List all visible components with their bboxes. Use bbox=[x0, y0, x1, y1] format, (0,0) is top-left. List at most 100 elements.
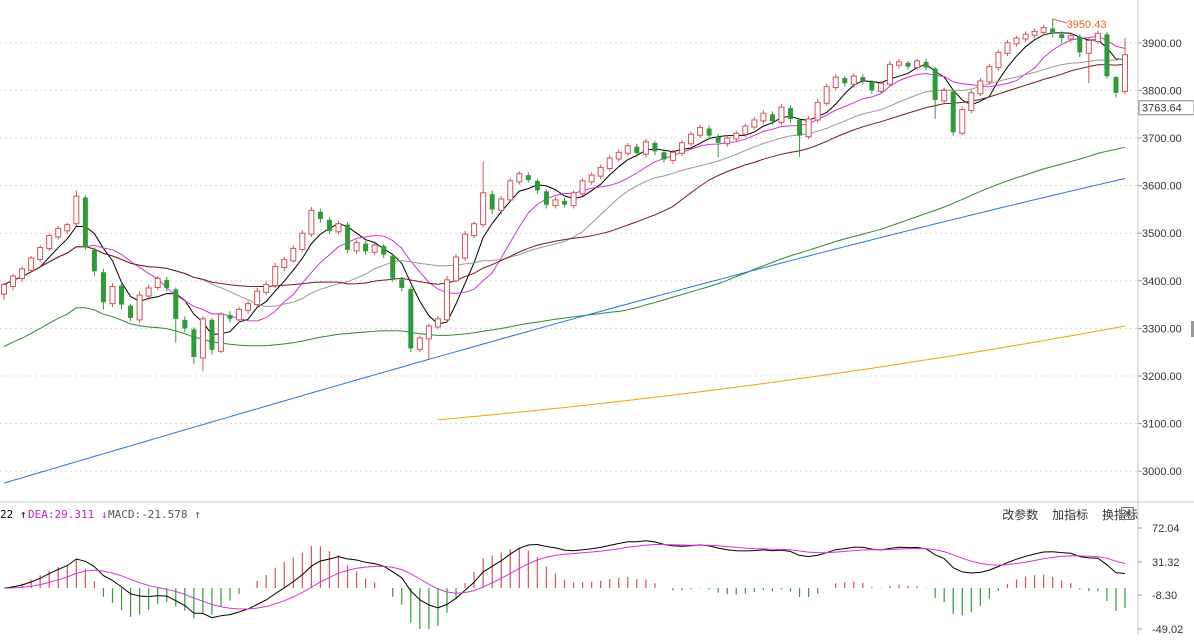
candle-body-down bbox=[543, 191, 549, 205]
candle-body-down bbox=[634, 146, 640, 154]
candle-body-up bbox=[1031, 30, 1038, 36]
candle-body-up bbox=[895, 61, 902, 66]
candle bbox=[525, 172, 531, 183]
indicator-toolbar: 改参数 加指标 换指标 bbox=[992, 506, 1138, 524]
candle-body-down bbox=[652, 142, 658, 152]
candle-body-up bbox=[1085, 39, 1092, 54]
price-tick-label: 3800.00 bbox=[1142, 85, 1182, 97]
macd-tick-label: 31.32 bbox=[1152, 557, 1180, 569]
candle bbox=[236, 306, 243, 323]
price-tick-label: 3200.00 bbox=[1142, 371, 1182, 383]
candle-body-up bbox=[615, 151, 622, 160]
candle bbox=[923, 59, 929, 71]
candle-body-up bbox=[64, 224, 71, 232]
candle-body-up bbox=[724, 137, 731, 145]
candle bbox=[10, 273, 17, 291]
candle-body-up bbox=[588, 174, 595, 183]
candle-body-down bbox=[769, 114, 775, 122]
candle-body-up bbox=[416, 337, 423, 350]
ma60-line bbox=[3, 146, 1126, 347]
candle bbox=[345, 222, 351, 254]
candle bbox=[263, 281, 270, 296]
candle-body-up bbox=[308, 209, 315, 235]
candle bbox=[932, 66, 938, 119]
candle-body-up bbox=[245, 303, 252, 311]
candle-body-up bbox=[579, 180, 586, 195]
candle bbox=[317, 208, 323, 223]
add-indicator-button[interactable]: 加指标 bbox=[1052, 508, 1089, 522]
price-tick-label: 3000.00 bbox=[1142, 466, 1182, 478]
candle-body-up bbox=[236, 308, 243, 321]
candle bbox=[905, 60, 911, 70]
candle-body-down bbox=[534, 180, 540, 191]
candle-body-up bbox=[552, 199, 559, 207]
candle bbox=[950, 89, 956, 136]
candle-body-down bbox=[119, 285, 125, 305]
candle bbox=[173, 287, 179, 343]
candle bbox=[434, 316, 441, 330]
high-label: 3950.43 bbox=[1067, 19, 1107, 31]
switch-indicator-button[interactable]: 换指标 bbox=[1101, 508, 1138, 522]
candle bbox=[1022, 31, 1029, 42]
candle-body-up bbox=[1040, 27, 1047, 33]
candle-body-down bbox=[363, 243, 369, 252]
candle-body-up bbox=[959, 108, 966, 134]
candle bbox=[191, 327, 197, 365]
candle bbox=[1031, 28, 1038, 39]
candle-body-up bbox=[19, 268, 26, 279]
candle-body-down bbox=[923, 61, 929, 68]
candle-body-up bbox=[679, 142, 686, 154]
candle-body-up bbox=[597, 167, 604, 177]
candle bbox=[335, 220, 342, 235]
candle bbox=[443, 276, 450, 323]
dif-label: 22 ↑ bbox=[0, 508, 27, 521]
candle bbox=[562, 198, 567, 208]
candle-body-up bbox=[606, 157, 613, 169]
candle bbox=[28, 256, 35, 273]
candle-body-up bbox=[570, 192, 577, 207]
candle bbox=[814, 99, 821, 123]
macd-panel bbox=[3, 540, 1126, 629]
candle bbox=[1067, 33, 1074, 42]
candle-body-down bbox=[345, 224, 351, 250]
candle bbox=[1113, 76, 1119, 98]
close-icon[interactable]: ✕ bbox=[1121, 507, 1134, 520]
candle bbox=[995, 49, 1002, 71]
candlesticks[interactable] bbox=[1, 19, 1128, 372]
candle bbox=[1122, 38, 1128, 95]
candle-body-up bbox=[263, 284, 270, 293]
candle bbox=[399, 277, 405, 292]
candle bbox=[55, 226, 62, 240]
candle bbox=[724, 135, 731, 147]
macd-tick-label: -8.30 bbox=[1152, 590, 1177, 602]
candle-body-up bbox=[462, 233, 469, 259]
candle bbox=[669, 149, 676, 164]
last-price-label: 3763.64 bbox=[1142, 103, 1182, 115]
candle bbox=[154, 276, 161, 291]
candle bbox=[823, 83, 830, 106]
candle bbox=[100, 268, 106, 310]
candle bbox=[37, 245, 44, 262]
candle bbox=[959, 106, 966, 136]
candle-body-down bbox=[128, 305, 134, 318]
candle-body-up bbox=[145, 287, 152, 297]
candle-body-up bbox=[37, 247, 44, 260]
candle-body-up bbox=[480, 192, 487, 226]
price-tick-label: 3400.00 bbox=[1142, 276, 1182, 288]
dea-line bbox=[3, 544, 1126, 610]
candle bbox=[552, 197, 559, 209]
candle-body-up bbox=[814, 101, 821, 121]
candle bbox=[425, 323, 432, 360]
candle bbox=[408, 286, 414, 353]
candle-body-up bbox=[1004, 42, 1011, 54]
candle bbox=[281, 257, 288, 272]
candle-body-up bbox=[733, 132, 740, 140]
candle bbox=[877, 80, 884, 95]
candle bbox=[534, 178, 540, 195]
candle-body-up bbox=[425, 325, 432, 340]
candle bbox=[1077, 34, 1083, 58]
change-params-button[interactable]: 改参数 bbox=[1002, 508, 1039, 522]
